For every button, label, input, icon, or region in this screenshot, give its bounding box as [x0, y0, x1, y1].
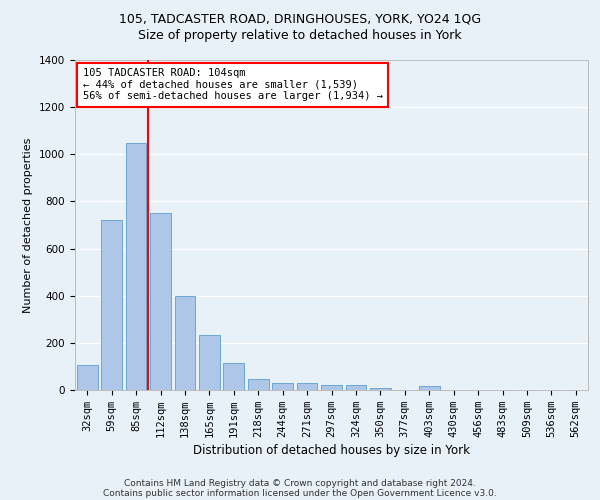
Text: 105 TADCASTER ROAD: 104sqm
← 44% of detached houses are smaller (1,539)
56% of s: 105 TADCASTER ROAD: 104sqm ← 44% of deta…	[83, 68, 383, 102]
Text: Contains HM Land Registry data © Crown copyright and database right 2024.: Contains HM Land Registry data © Crown c…	[124, 478, 476, 488]
Bar	[272, 384, 293, 390]
Bar	[125, 142, 146, 390]
Bar	[77, 365, 98, 390]
Bar	[150, 213, 171, 390]
Text: Size of property relative to detached houses in York: Size of property relative to detached ho…	[138, 29, 462, 42]
Bar	[370, 388, 391, 390]
Bar	[419, 386, 440, 390]
Text: 105, TADCASTER ROAD, DRINGHOUSES, YORK, YO24 1QG: 105, TADCASTER ROAD, DRINGHOUSES, YORK, …	[119, 12, 481, 26]
Bar	[346, 386, 367, 390]
Bar	[321, 385, 342, 390]
Y-axis label: Number of detached properties: Number of detached properties	[23, 138, 34, 312]
Bar	[199, 334, 220, 390]
Text: Contains public sector information licensed under the Open Government Licence v3: Contains public sector information licen…	[103, 488, 497, 498]
Bar	[175, 296, 196, 390]
Bar	[101, 220, 122, 390]
Bar	[248, 380, 269, 390]
X-axis label: Distribution of detached houses by size in York: Distribution of detached houses by size …	[193, 444, 470, 457]
Bar	[296, 384, 317, 390]
Bar	[223, 363, 244, 390]
